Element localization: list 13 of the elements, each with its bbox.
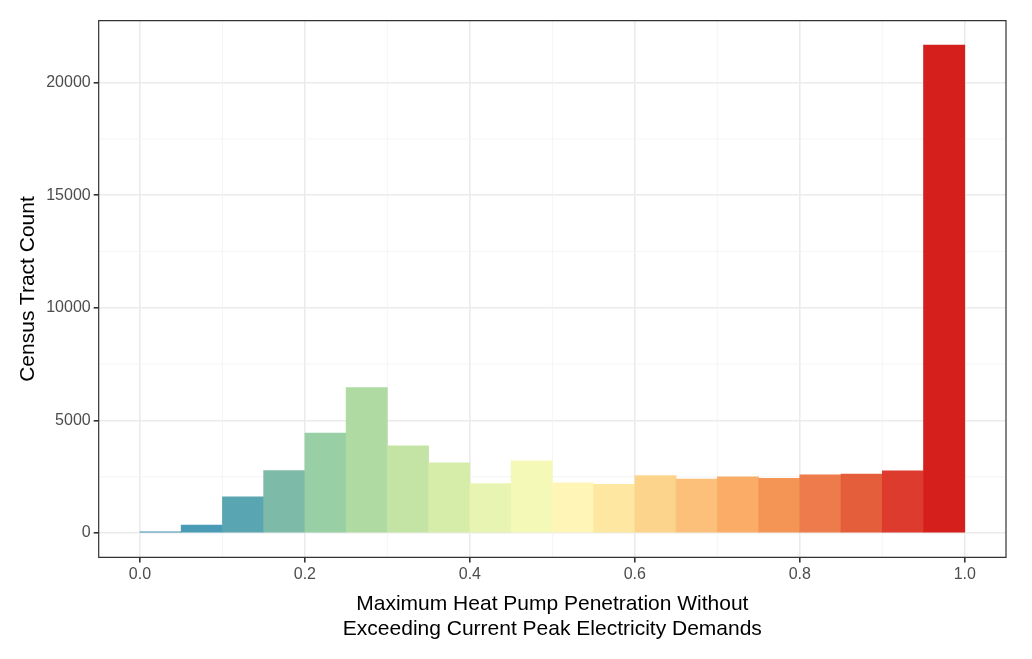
- y-tick-label: 20000: [46, 73, 91, 91]
- y-tick-label: 10000: [46, 298, 91, 316]
- y-tick-label: 5000: [55, 410, 91, 428]
- x-axis-title: Maximum Heat Pump Penetration Without Exceeding Current Peak Electricity Demands: [342, 591, 762, 640]
- x-tick-label: 0.0: [128, 565, 152, 583]
- x-tick-label: 0.8: [788, 565, 812, 583]
- y-tick-label: 0: [81, 523, 91, 541]
- x-tick-label: 0.2: [293, 565, 317, 583]
- y-tick-label: 15000: [46, 185, 91, 203]
- x-tick-label: 0.4: [458, 565, 482, 583]
- y-axis-title: Census Tract Count: [15, 196, 39, 382]
- x-tick-label: 1.0: [953, 565, 976, 583]
- x-tick-label: 0.6: [623, 565, 647, 583]
